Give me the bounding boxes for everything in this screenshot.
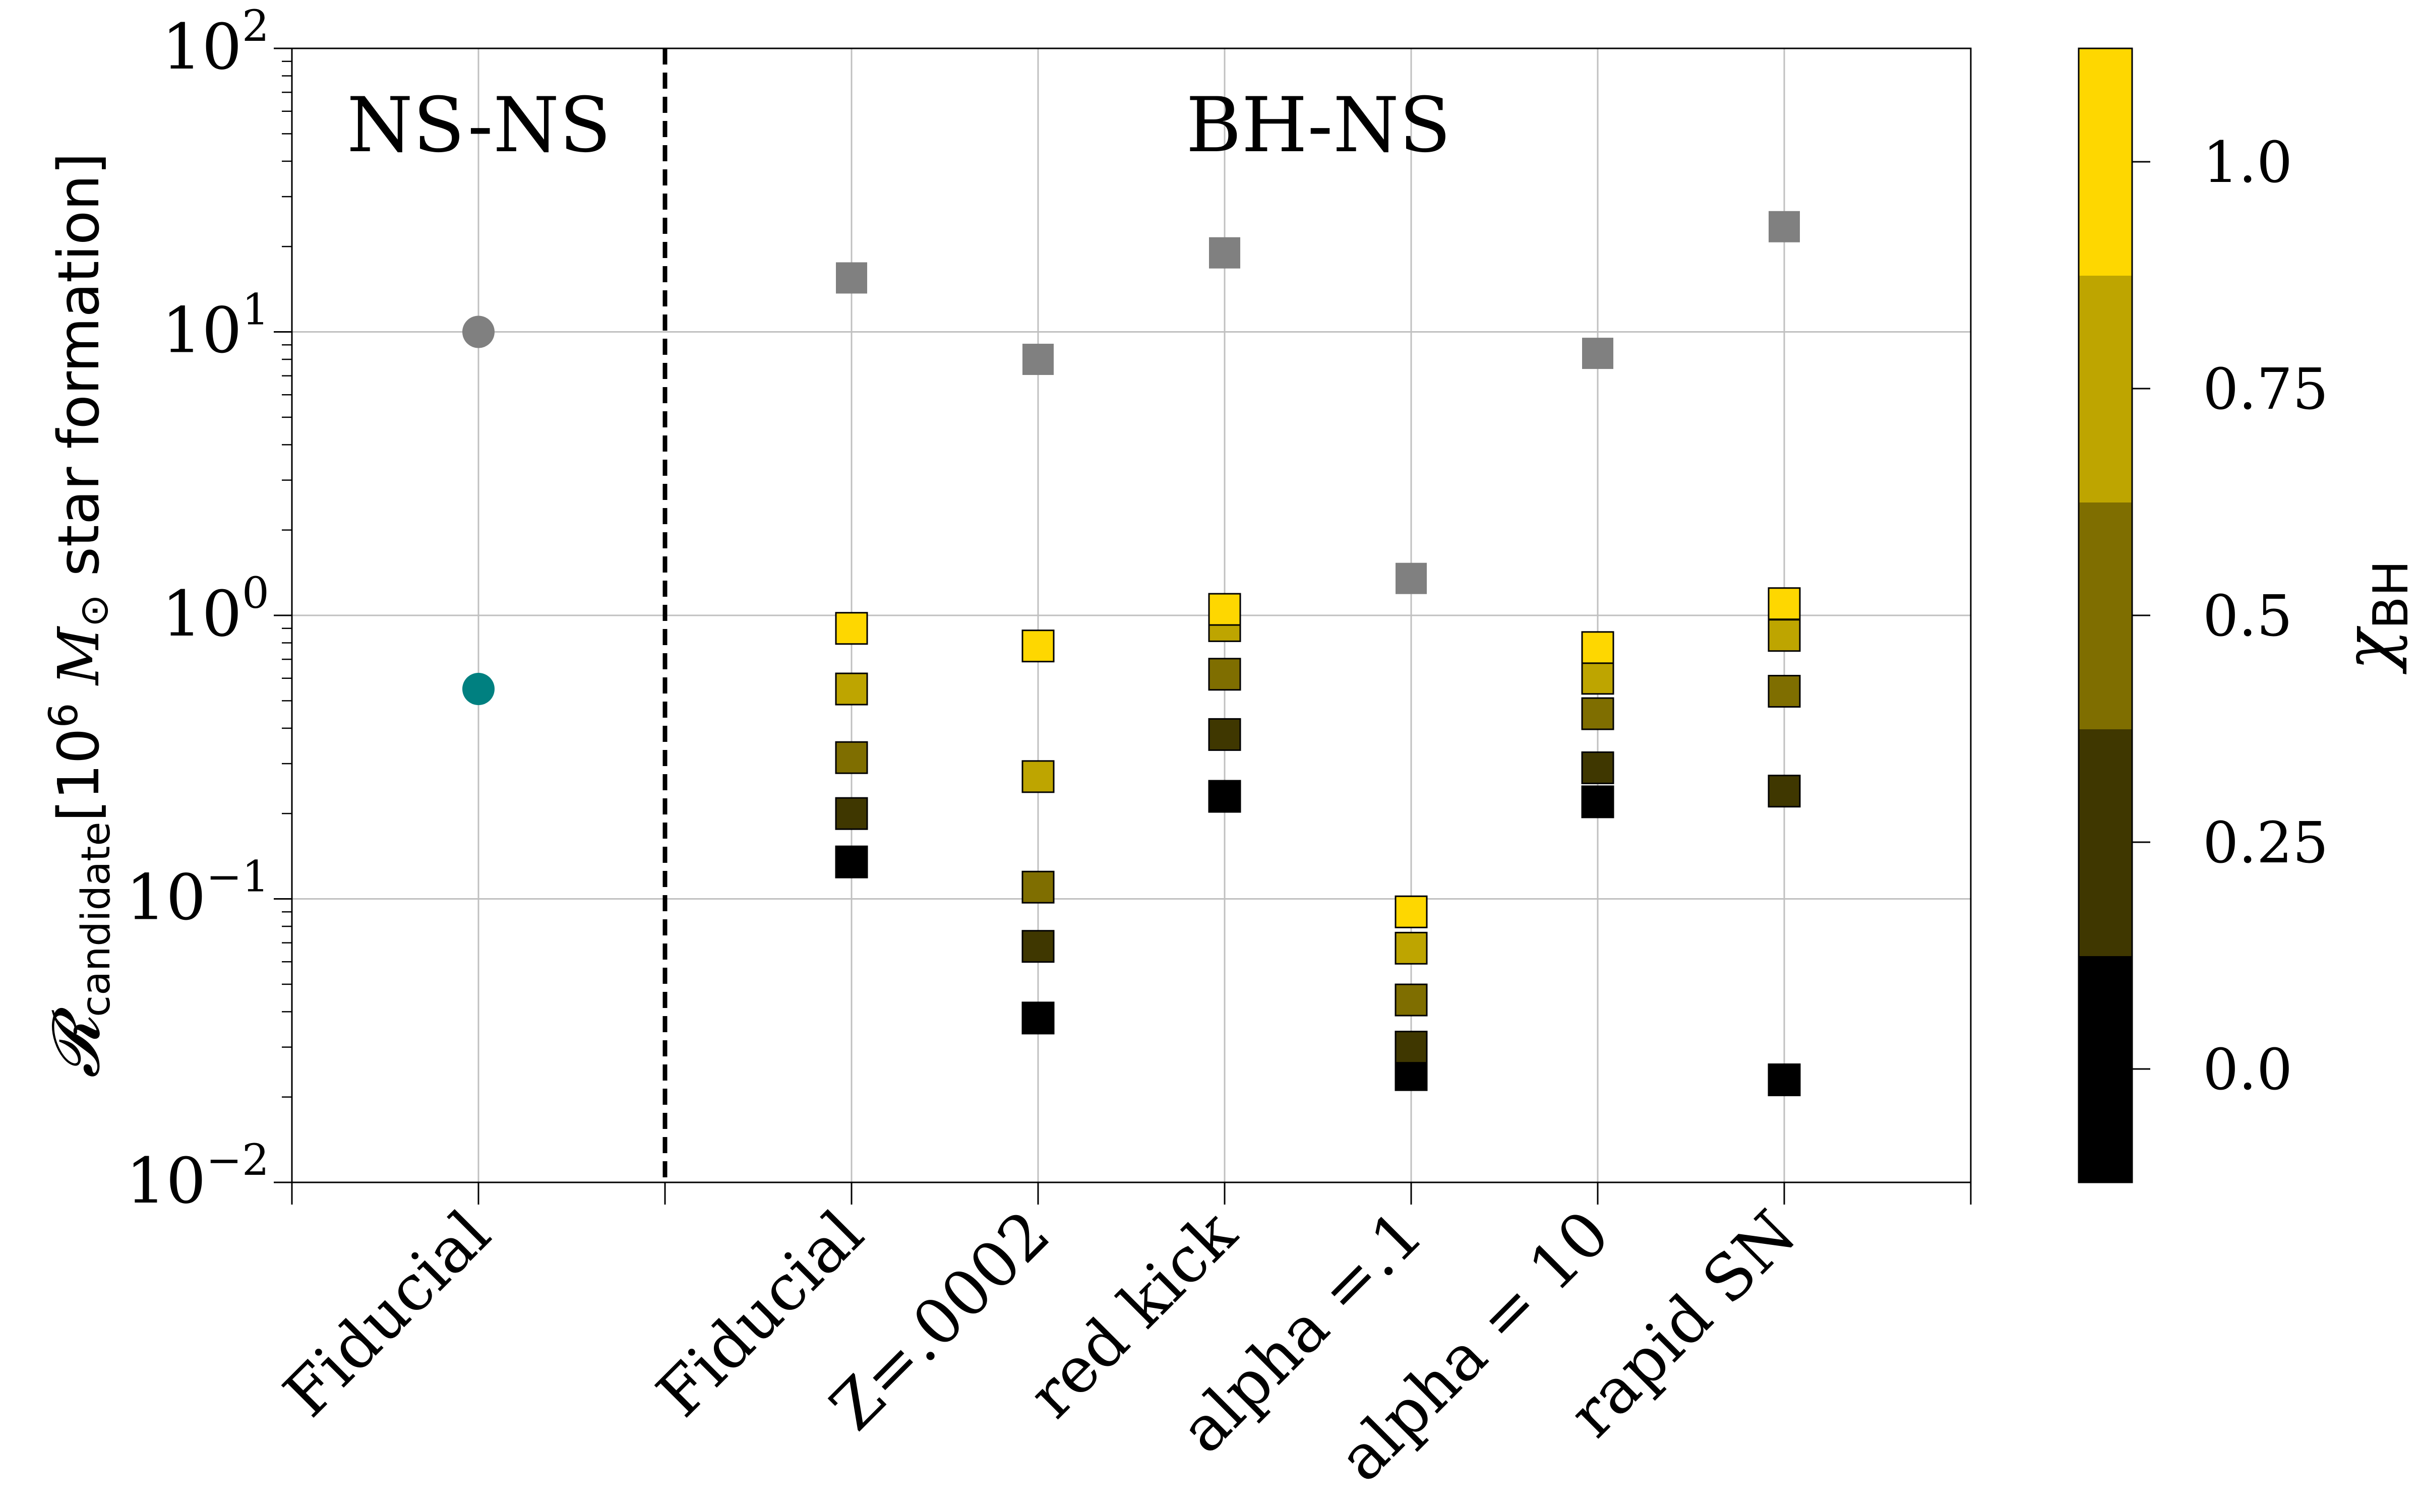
bhns-spin-point: [1021, 870, 1055, 904]
x-tick-label: Fiducial: [270, 1197, 504, 1431]
bhns-spin-point: [1395, 1031, 1428, 1064]
bhns-spin-point: [1208, 658, 1241, 691]
bhns-spin-point: [1395, 931, 1428, 965]
bhns-spin-point: [1581, 697, 1614, 730]
y-tick-label: 102: [162, 2, 269, 84]
y-label-bracket: [10: [46, 728, 112, 822]
bhns-total-point: [1396, 562, 1427, 594]
colorbar-label-sub: BH: [2364, 560, 2419, 629]
colorbar-segment: [2079, 275, 2132, 502]
y-tick-label: 10−2: [126, 1136, 269, 1218]
bhns-spin-point: [1581, 751, 1614, 784]
colorbar-segment: [2079, 502, 2132, 729]
bhns-spin-point: [1768, 775, 1801, 808]
colorbar: 0.0 0.25 0.5 0.75 1.0: [2078, 47, 2328, 1183]
bhns-spin-point: [1581, 631, 1614, 664]
bhns-spin-point: [1395, 895, 1428, 928]
nsns-point: [462, 316, 495, 348]
y-label-rest: star formation]: [46, 153, 112, 594]
colorbar-tick-label: 0.75: [2203, 357, 2328, 422]
grid-lines: [292, 48, 1971, 1182]
bhns-spin-point: [835, 672, 868, 706]
bhns-spin-point: [1395, 1058, 1428, 1091]
colorbar-segment: [2079, 956, 2132, 1183]
nsns-point: [462, 673, 495, 706]
bhns-spin-point: [1208, 718, 1241, 751]
bhns-spin-point: [1768, 1063, 1801, 1097]
y-label-sub: candidate: [74, 822, 119, 1017]
svg-text:𝓡candidate[106 M⊙ star format: 𝓡candidate[106 M⊙ star formation]: [37, 153, 119, 1078]
bhns-total-point: [1209, 237, 1240, 269]
y-axis-label: 𝓡candidate[106 M⊙ star formation]: [37, 153, 119, 1078]
colorbar-tick-label: 0.5: [2203, 584, 2292, 649]
group-label-bhns: BH-NS: [1186, 82, 1451, 169]
bhns-spin-point: [835, 797, 868, 830]
colorbar-label-main: χ: [2329, 625, 2408, 674]
bhns-spin-point: [1021, 760, 1055, 793]
bhns-spin-point: [1021, 629, 1055, 663]
bhns-spin-point: [1021, 1001, 1055, 1035]
y-label-sup: 6: [41, 703, 87, 728]
bhns-spin-point: [1208, 593, 1241, 626]
colorbar-tick-label: 0.0: [2203, 1037, 2292, 1103]
y-label-sun: ⊙: [72, 594, 117, 627]
y-label-symbol: 𝓡: [37, 1006, 114, 1078]
colorbar-segment: [2079, 729, 2132, 956]
bhns-spin-point: [1768, 619, 1801, 652]
bhns-spin-point: [835, 741, 868, 774]
bhns-spin-point: [1581, 662, 1614, 695]
y-tick-label: 10−1: [126, 852, 269, 934]
bhns-spin-point: [835, 612, 868, 645]
colorbar-segment: [2079, 48, 2132, 276]
bhns-spin-point: [835, 845, 868, 878]
bhns-spin-point: [1021, 930, 1055, 963]
bhns-spin-point: [1581, 785, 1614, 818]
bhns-spin-point: [1768, 587, 1801, 620]
y-tick-label: 101: [162, 285, 269, 367]
bhns-total-point: [1022, 344, 1054, 375]
bhns-total-point: [836, 262, 867, 294]
colorbar-label: χBH: [2329, 560, 2419, 674]
y-tick-label: 100: [162, 569, 269, 651]
bhns-spin-point: [1208, 780, 1241, 813]
bhns-spin-point: [1395, 983, 1428, 1017]
group-label-nsns: NS-NS: [347, 82, 611, 169]
y-label-mass: M: [46, 626, 112, 703]
colorbar-tick-label: 0.25: [2203, 810, 2328, 876]
data-marks: [462, 211, 1801, 1097]
bhns-spin-point: [1768, 675, 1801, 708]
bhns-total-point: [1582, 338, 1613, 369]
colorbar-tick-label: 1.0: [2203, 130, 2292, 196]
bhns-total-point: [1769, 211, 1800, 242]
